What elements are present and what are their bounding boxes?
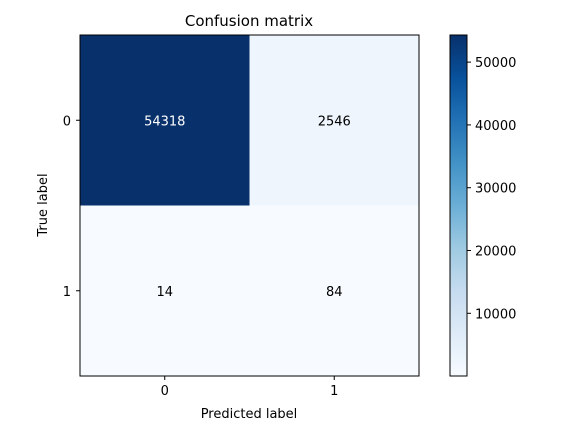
cell-value-labels: 54318 2546 14 84 [144, 114, 351, 300]
colorbar-tick-label: 10000 [475, 307, 516, 322]
colorbar-tick-label: 20000 [475, 244, 516, 259]
x-tick-label: 1 [330, 384, 338, 399]
x-tick-label: 0 [161, 384, 169, 399]
y-tick-label: 1 [63, 285, 71, 300]
heatmap-cell [80, 205, 250, 376]
colorbar-tick-label: 30000 [475, 182, 516, 197]
cell-value-label: 2546 [318, 114, 351, 129]
chart-title: Confusion matrix [185, 12, 313, 30]
y-axis-ticks: 01 [63, 114, 80, 300]
heatmap-cell [249, 205, 419, 376]
heatmap-cells [80, 35, 419, 376]
cell-value-label: 14 [156, 285, 173, 300]
cell-value-label: 84 [326, 285, 343, 300]
plot-frame [79, 34, 420, 377]
y-axis-label: True label [36, 173, 51, 237]
colorbar [449, 34, 468, 377]
x-axis-label: Predicted label [201, 407, 298, 422]
heatmap-cell [249, 35, 419, 206]
heatmap-cell [80, 35, 250, 206]
colorbar-tick-label: 40000 [475, 119, 516, 134]
y-tick-label: 0 [63, 114, 71, 129]
colorbar-ticks: 10000 20000 30000 40000 50000 [467, 56, 516, 322]
cell-value-label: 54318 [144, 114, 185, 129]
colorbar-tick-label: 50000 [475, 56, 516, 71]
